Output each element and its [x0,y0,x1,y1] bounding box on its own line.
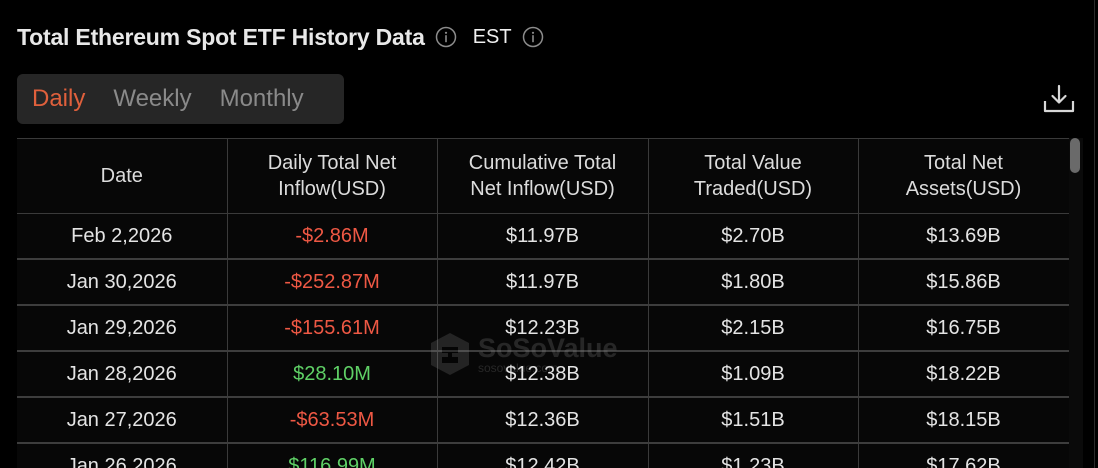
table-row: Jan 28,2026 $28.10M $12.38B $1.09B $18.2… [17,351,1069,398]
column-header-value-traded: Total Value Traded(USD) [647,138,859,214]
cell-cumulative-net-inflow: $11.97B [436,213,649,260]
cell-cumulative-net-inflow: $11.97B [436,259,649,306]
tab-daily[interactable]: Daily [32,85,86,112]
cell-net-assets: $18.15B [857,397,1069,444]
cell-daily-net-inflow: -$252.87M [226,259,438,306]
cell-date: Jan 26,2026 [17,443,228,468]
cell-net-assets: $16.75B [857,305,1069,352]
cell-cumulative-net-inflow: $12.42B [436,443,649,468]
cell-date: Jan 29,2026 [17,305,228,352]
download-icon [1043,84,1075,113]
scrollbar-track[interactable] [1069,138,1083,468]
cell-date: Feb 2,2026 [17,213,228,260]
cell-cumulative-net-inflow: $12.23B [436,305,649,352]
cell-daily-net-inflow: $116.99M [226,443,438,468]
period-tabs: Daily Weekly Monthly [17,74,344,124]
table-header-row: Date Daily Total Net Inflow(USD) Cumulati… [17,138,1069,214]
cell-value-traded: $1.51B [647,397,859,444]
cell-value-traded: $1.09B [647,351,859,398]
panel-edge-divider [1094,0,1095,468]
scrollbar-thumb[interactable] [1070,138,1080,173]
history-table: Date Daily Total Net Inflow(USD) Cumulati… [17,138,1069,468]
download-button[interactable] [1042,82,1076,116]
table-row: Jan 30,2026 -$252.87M $11.97B $1.80B $15… [17,259,1069,306]
cell-value-traded: $2.70B [647,213,859,260]
tab-weekly[interactable]: Weekly [113,85,192,112]
cell-net-assets: $18.22B [857,351,1069,398]
table-row: Jan 27,2026 -$63.53M $12.36B $1.51B $18.… [17,397,1069,444]
cell-net-assets: $13.69B [857,213,1069,260]
table-row: Jan 26,2026 $116.99M $12.42B $1.23B $17.… [17,443,1069,468]
column-header-cumulative-net-inflow: Cumulative Total Net Inflow(USD) [436,138,649,214]
cell-daily-net-inflow: -$63.53M [226,397,438,444]
history-table-container[interactable]: Date Daily Total Net Inflow(USD) Cumulati… [17,138,1069,468]
info-circle-icon[interactable] [435,26,457,48]
column-header-net-assets: Total Net Assets(USD) [857,138,1069,214]
tab-monthly[interactable]: Monthly [219,85,304,112]
timezone-label: EST [472,25,512,48]
cell-value-traded: $1.23B [647,443,859,468]
cell-cumulative-net-inflow: $12.36B [436,397,649,444]
header: Total Ethereum Spot ETF History Data EST [17,20,544,54]
cell-daily-net-inflow: $28.10M [226,351,438,398]
cell-date: Jan 30,2026 [17,259,228,306]
cell-daily-net-inflow: -$155.61M [226,305,438,352]
cell-cumulative-net-inflow: $12.38B [436,351,649,398]
timezone-info-icon[interactable] [522,26,544,48]
cell-net-assets: $15.86B [857,259,1069,306]
cell-daily-net-inflow: -$2.86M [226,213,438,260]
column-header-date: Date [17,138,228,214]
cell-date: Jan 27,2026 [17,397,228,444]
table-row: Jan 29,2026 -$155.61M $12.23B $2.15B $16… [17,305,1069,352]
table-row: Feb 2,2026 -$2.86M $11.97B $2.70B $13.69… [17,213,1069,260]
cell-value-traded: $2.15B [647,305,859,352]
column-header-daily-net-inflow: Daily Total Net Inflow(USD) [226,138,438,214]
cell-value-traded: $1.80B [647,259,859,306]
cell-net-assets: $17.62B [857,443,1069,468]
cell-date: Jan 28,2026 [17,351,228,398]
page-title: Total Ethereum Spot ETF History Data [17,23,425,50]
